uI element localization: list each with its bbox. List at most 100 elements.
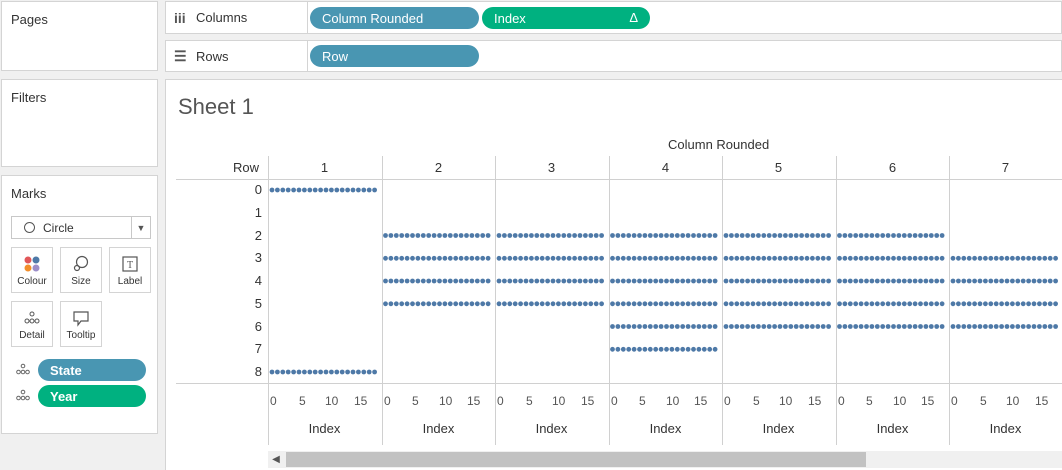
data-point[interactable] — [453, 233, 459, 238]
data-point[interactable] — [647, 278, 653, 284]
data-point[interactable] — [566, 255, 572, 261]
data-point[interactable] — [756, 324, 761, 329]
data-point[interactable] — [815, 301, 821, 307]
data-point[interactable] — [593, 255, 599, 261]
data-point[interactable] — [426, 233, 432, 238]
data-point[interactable] — [572, 255, 577, 261]
data-point[interactable] — [393, 233, 399, 238]
data-point[interactable] — [810, 324, 815, 329]
data-point[interactable] — [874, 324, 880, 329]
data-point[interactable] — [923, 278, 929, 284]
data-point[interactable] — [950, 278, 956, 284]
data-point[interactable] — [891, 233, 896, 238]
data-point[interactable] — [437, 255, 442, 261]
data-point[interactable] — [766, 233, 772, 238]
data-point[interactable] — [761, 278, 767, 284]
data-point[interactable] — [593, 278, 599, 284]
data-point[interactable] — [837, 324, 842, 329]
data-point[interactable] — [815, 278, 821, 284]
data-point[interactable] — [318, 187, 323, 193]
data-point[interactable] — [556, 233, 561, 238]
data-point[interactable] — [912, 278, 918, 284]
data-point[interactable] — [826, 233, 831, 238]
data-point[interactable] — [1042, 278, 1048, 284]
mark-type-dropdown[interactable]: Circle ▼ — [11, 216, 151, 239]
data-point[interactable] — [474, 301, 480, 307]
data-point[interactable] — [658, 346, 664, 352]
data-point[interactable] — [739, 255, 745, 261]
data-point[interactable] — [939, 301, 945, 307]
data-point[interactable] — [556, 301, 561, 307]
data-point[interactable] — [1020, 255, 1026, 261]
chevron-down-icon[interactable]: ▼ — [131, 217, 150, 238]
data-point[interactable] — [296, 187, 302, 193]
data-point[interactable] — [674, 346, 680, 352]
data-point[interactable] — [420, 255, 426, 261]
data-point[interactable] — [939, 278, 945, 284]
data-point[interactable] — [464, 255, 469, 261]
row-pill[interactable]: Row — [310, 45, 479, 67]
data-point[interactable] — [885, 255, 891, 261]
data-point[interactable] — [1004, 301, 1010, 307]
data-point[interactable] — [620, 346, 626, 352]
data-point[interactable] — [923, 255, 929, 261]
data-point[interactable] — [674, 301, 680, 307]
data-point[interactable] — [664, 301, 669, 307]
data-point[interactable] — [674, 255, 680, 261]
year-pill[interactable]: Year — [38, 385, 146, 407]
data-point[interactable] — [820, 233, 826, 238]
pages-card[interactable]: Pages — [1, 1, 158, 71]
data-point[interactable] — [529, 278, 534, 284]
data-point[interactable] — [815, 255, 821, 261]
data-point[interactable] — [745, 324, 750, 329]
data-point[interactable] — [631, 301, 637, 307]
data-point[interactable] — [799, 301, 804, 307]
data-point[interactable] — [880, 278, 886, 284]
data-point[interactable] — [480, 301, 486, 307]
data-point[interactable] — [507, 255, 513, 261]
data-point[interactable] — [507, 301, 513, 307]
data-point[interactable] — [1042, 301, 1048, 307]
data-point[interactable] — [453, 278, 459, 284]
data-point[interactable] — [788, 301, 794, 307]
data-point[interactable] — [534, 278, 540, 284]
data-point[interactable] — [518, 233, 523, 238]
data-point[interactable] — [1015, 255, 1021, 261]
data-point[interactable] — [383, 255, 388, 261]
data-point[interactable] — [415, 255, 421, 261]
data-point[interactable] — [739, 278, 745, 284]
data-point[interactable] — [404, 233, 410, 238]
data-point[interactable] — [799, 278, 804, 284]
data-point[interactable] — [453, 301, 459, 307]
data-point[interactable] — [734, 301, 740, 307]
data-point[interactable] — [837, 255, 842, 261]
data-point[interactable] — [642, 301, 648, 307]
data-point[interactable] — [734, 233, 740, 238]
data-point[interactable] — [810, 255, 815, 261]
data-point[interactable] — [972, 255, 977, 261]
data-point[interactable] — [539, 255, 545, 261]
detail-button[interactable]: Detail — [11, 301, 53, 347]
data-point[interactable] — [561, 278, 567, 284]
data-point[interactable] — [420, 278, 426, 284]
data-point[interactable] — [907, 278, 913, 284]
data-point[interactable] — [729, 233, 734, 238]
data-point[interactable] — [983, 324, 988, 329]
data-point[interactable] — [561, 255, 567, 261]
data-point[interactable] — [864, 255, 869, 261]
data-point[interactable] — [593, 233, 599, 238]
data-point[interactable] — [637, 255, 642, 261]
data-point[interactable] — [685, 278, 691, 284]
data-point[interactable] — [734, 278, 740, 284]
data-point[interactable] — [869, 301, 875, 307]
data-point[interactable] — [696, 301, 702, 307]
data-point[interactable] — [826, 255, 831, 261]
data-point[interactable] — [750, 301, 756, 307]
data-point[interactable] — [550, 255, 556, 261]
data-point[interactable] — [393, 301, 399, 307]
data-point[interactable] — [723, 301, 729, 307]
data-point[interactable] — [323, 187, 329, 193]
data-point[interactable] — [858, 255, 864, 261]
data-point[interactable] — [793, 233, 799, 238]
data-point[interactable] — [496, 278, 502, 284]
